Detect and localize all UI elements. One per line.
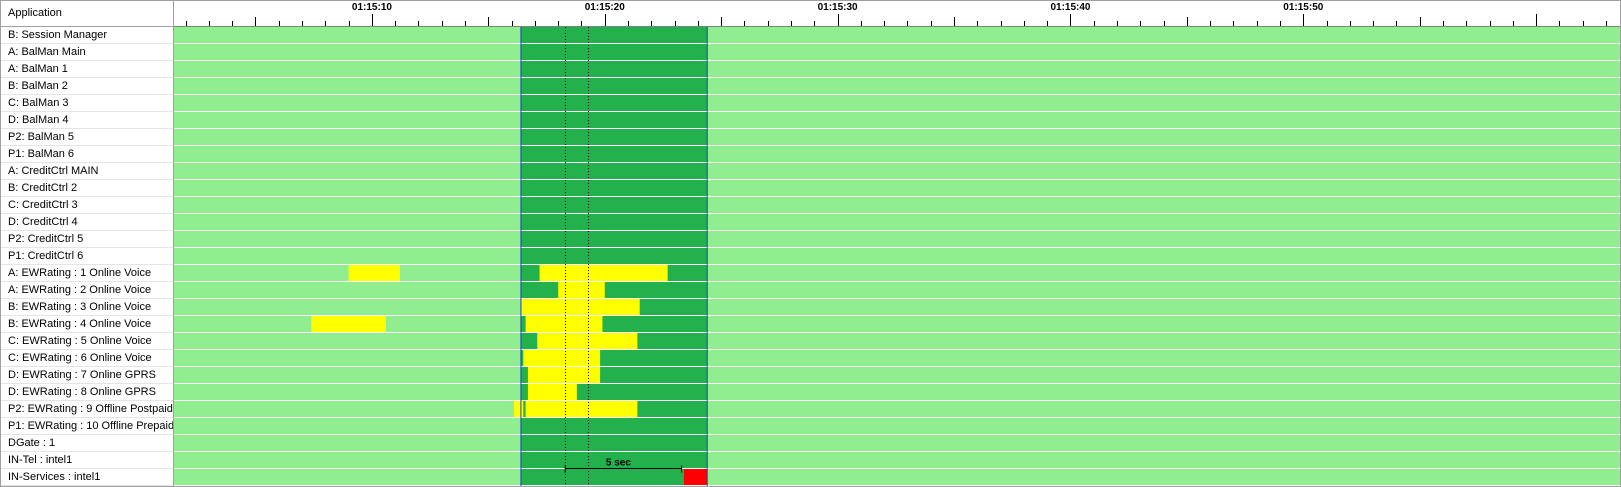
active-bar[interactable]: [520, 282, 708, 299]
active-bar[interactable]: [520, 197, 708, 214]
active-bar[interactable]: [520, 129, 708, 146]
application-row-label[interactable]: A: EWRating : 1 Online Voice: [1, 265, 173, 282]
active-bar[interactable]: [520, 112, 708, 129]
application-row-label[interactable]: B: CreditCtrl 2: [1, 180, 173, 197]
ruler-time-label: 01:15:10: [352, 2, 392, 13]
busy-bar[interactable]: [523, 350, 601, 367]
active-bar[interactable]: [520, 146, 708, 163]
application-row-label[interactable]: P2: BalMan 5: [1, 129, 173, 146]
idle-bar[interactable]: [174, 61, 1620, 78]
idle-bar[interactable]: [174, 146, 1620, 163]
timeline-ruler[interactable]: 01:15:10 01:15:20 01:15:30 01:15:40 01:15:50: [174, 1, 1620, 27]
application-row-label[interactable]: DGate : 1: [1, 435, 173, 452]
busy-bar[interactable]: [527, 384, 577, 401]
ruler-time-label: 01:15:50: [1283, 2, 1323, 13]
idle-bar[interactable]: [174, 367, 1620, 384]
ruler-canvas: 01:15:10 01:15:20 01:15:30 01:15:40 01:15:50: [174, 2, 1620, 27]
idle-bar[interactable]: [174, 384, 1620, 401]
application-row-label[interactable]: A: BalMan 1: [1, 61, 173, 78]
idle-bar[interactable]: [174, 418, 1620, 435]
application-row-label[interactable]: A: CreditCtrl MAIN: [1, 163, 173, 180]
busy-bar[interactable]: [513, 401, 524, 418]
application-row-label[interactable]: D: EWRating : 7 Online GPRS: [1, 367, 173, 384]
idle-bar[interactable]: [174, 44, 1620, 61]
busy-bar[interactable]: [537, 333, 638, 350]
application-row-label[interactable]: IN-Services : intel1: [1, 469, 173, 486]
timeline-chart[interactable]: 5 sec: [174, 27, 1620, 486]
application-row-label[interactable]: P2: CreditCtrl 5: [1, 231, 173, 248]
application-row-label[interactable]: P2: EWRating : 9 Offline Postpaid: [1, 401, 173, 418]
application-row-label[interactable]: B: EWRating : 3 Online Voice: [1, 299, 173, 316]
busy-bar[interactable]: [558, 282, 605, 299]
application-row-label[interactable]: C: CreditCtrl 3: [1, 197, 173, 214]
ruler-time-label: 01:15:30: [818, 2, 858, 13]
ruler-time-label: 01:15:40: [1050, 2, 1090, 13]
idle-bar[interactable]: [174, 163, 1620, 180]
application-row-label[interactable]: B: BalMan 2: [1, 78, 173, 95]
timeline-canvas[interactable]: 5 sec: [174, 27, 1620, 486]
idle-bar[interactable]: [174, 316, 1620, 333]
application-row-label[interactable]: P1: EWRating : 10 Offline Prepaid: [1, 418, 173, 435]
idle-bar[interactable]: [174, 333, 1620, 350]
application-row-label[interactable]: C: EWRating : 6 Online Voice: [1, 350, 173, 367]
application-row-label[interactable]: P1: BalMan 6: [1, 146, 173, 163]
application-row-label[interactable]: A: BalMan Main: [1, 44, 173, 61]
busy-bar[interactable]: [525, 401, 638, 418]
idle-bar[interactable]: [174, 197, 1620, 214]
active-bar[interactable]: [520, 214, 708, 231]
application-row-label[interactable]: C: EWRating : 5 Online Voice: [1, 333, 173, 350]
idle-bar[interactable]: [174, 231, 1620, 248]
active-bar[interactable]: [520, 27, 708, 44]
active-bar[interactable]: [520, 248, 708, 265]
idle-bar[interactable]: [174, 27, 1620, 44]
application-row-label[interactable]: P1: CreditCtrl 6: [1, 248, 173, 265]
active-bar[interactable]: [520, 180, 708, 197]
idle-bar[interactable]: [174, 95, 1620, 112]
busy-bar[interactable]: [527, 367, 601, 384]
idle-bar[interactable]: [174, 282, 1620, 299]
active-bar[interactable]: [520, 163, 708, 180]
idle-bar[interactable]: [174, 435, 1620, 452]
idle-bar[interactable]: [174, 299, 1620, 316]
idle-bar[interactable]: [174, 112, 1620, 129]
active-bar[interactable]: [520, 78, 708, 95]
idle-bar[interactable]: [174, 350, 1620, 367]
idle-bar[interactable]: [174, 214, 1620, 231]
active-bar[interactable]: [520, 61, 708, 78]
idle-bar[interactable]: [174, 401, 1620, 418]
active-bar[interactable]: [520, 469, 708, 486]
idle-bar[interactable]: [174, 78, 1620, 95]
application-row-label[interactable]: B: EWRating : 4 Online Voice: [1, 316, 173, 333]
idle-bar[interactable]: [174, 469, 1620, 486]
application-row-label[interactable]: D: CreditCtrl 4: [1, 214, 173, 231]
application-row-label[interactable]: D: EWRating : 8 Online GPRS: [1, 384, 173, 401]
idle-bar[interactable]: [174, 180, 1620, 197]
idle-bar[interactable]: [174, 452, 1620, 469]
application-row-label[interactable]: IN-Tel : intel1: [1, 452, 173, 469]
application-row-label[interactable]: A: EWRating : 2 Online Voice: [1, 282, 173, 299]
application-row-label[interactable]: C: BalMan 3: [1, 95, 173, 112]
error-bar[interactable]: [683, 469, 708, 486]
application-row-label[interactable]: D: BalMan 4: [1, 112, 173, 129]
active-bar[interactable]: [520, 231, 708, 248]
active-bar[interactable]: [520, 44, 708, 61]
active-bar[interactable]: [520, 95, 708, 112]
idle-bar[interactable]: [174, 248, 1620, 265]
busy-bar[interactable]: [539, 265, 668, 282]
busy-bar[interactable]: [525, 316, 603, 333]
application-row-label[interactable]: B: Session Manager: [1, 27, 173, 44]
application-column-header[interactable]: Application: [1, 1, 174, 27]
application-list: B: Session Manager A: BalMan Main A: BalMa…: [1, 27, 174, 486]
active-bar[interactable]: [520, 418, 708, 435]
active-bar[interactable]: [520, 452, 708, 469]
busy-bar[interactable]: [520, 299, 640, 316]
busy-bar[interactable]: [348, 265, 400, 282]
active-bar[interactable]: [520, 435, 708, 452]
measurement-label: 5 sec: [606, 458, 631, 469]
busy-bar[interactable]: [311, 316, 386, 333]
idle-bar[interactable]: [174, 129, 1620, 146]
ruler-time-label: 01:15:20: [585, 2, 625, 13]
